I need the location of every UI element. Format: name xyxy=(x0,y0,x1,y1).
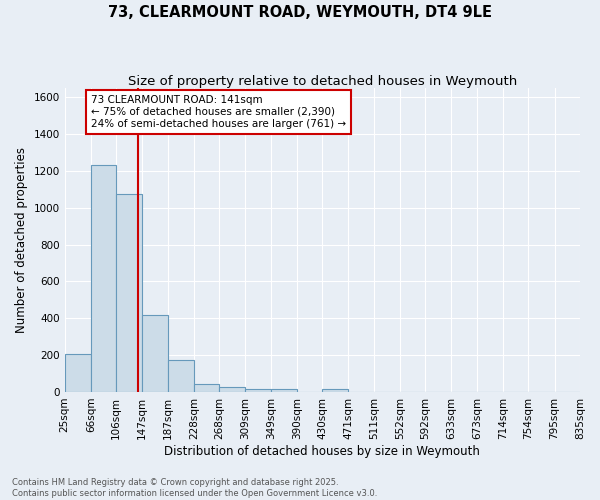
Bar xyxy=(219,388,245,392)
X-axis label: Distribution of detached houses by size in Weymouth: Distribution of detached houses by size … xyxy=(164,444,480,458)
Text: 73, CLEARMOUNT ROAD, WEYMOUTH, DT4 9LE: 73, CLEARMOUNT ROAD, WEYMOUTH, DT4 9LE xyxy=(108,5,492,20)
Bar xyxy=(91,166,116,392)
Bar xyxy=(194,384,219,392)
Bar xyxy=(322,389,349,392)
Bar xyxy=(245,389,271,392)
Title: Size of property relative to detached houses in Weymouth: Size of property relative to detached ho… xyxy=(128,75,517,88)
Text: 73 CLEARMOUNT ROAD: 141sqm
← 75% of detached houses are smaller (2,390)
24% of s: 73 CLEARMOUNT ROAD: 141sqm ← 75% of deta… xyxy=(91,96,346,128)
Y-axis label: Number of detached properties: Number of detached properties xyxy=(15,147,28,333)
Bar xyxy=(168,360,194,392)
Bar xyxy=(116,194,142,392)
Bar xyxy=(65,354,91,392)
Bar xyxy=(142,314,168,392)
Text: Contains HM Land Registry data © Crown copyright and database right 2025.
Contai: Contains HM Land Registry data © Crown c… xyxy=(12,478,377,498)
Bar xyxy=(271,389,297,392)
